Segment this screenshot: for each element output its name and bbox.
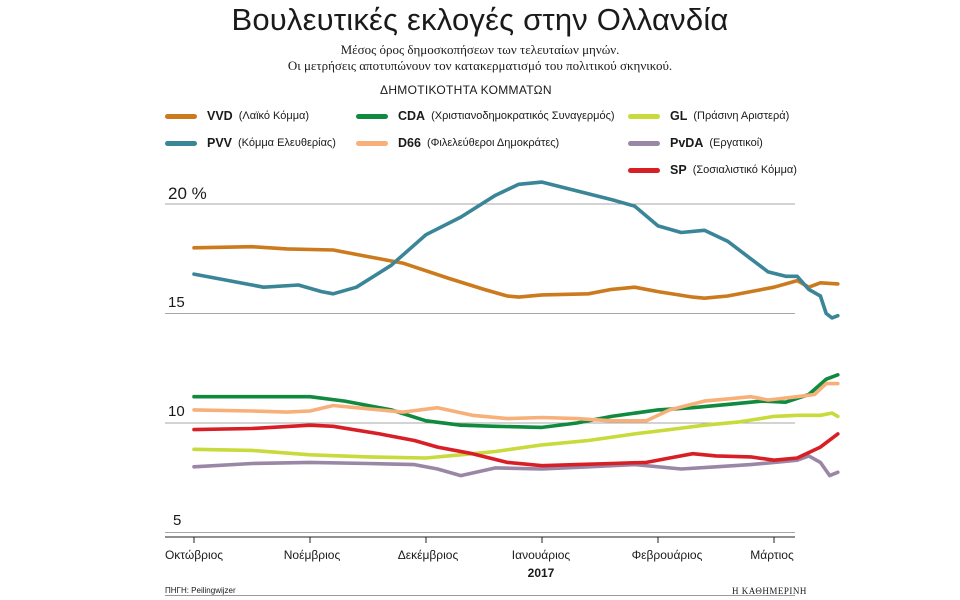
legend-abbr: CDA bbox=[398, 109, 426, 123]
x-tick-label-november: Νοέμβριος bbox=[283, 548, 341, 562]
legend-item-vvd: VVD (Λαϊκό Κόμμα) bbox=[165, 107, 309, 125]
legend-item-cda: CDA (Χριστιανοδημοκρατικός Συναγερμός) bbox=[356, 107, 615, 125]
legend-name: (Σοσιαλιστικό Κόμμα) bbox=[692, 164, 797, 176]
legend-item-gl: GL (Πράσινη Αριστερά) bbox=[628, 107, 789, 125]
legend-name: (Εργατικοί) bbox=[709, 137, 763, 149]
legend-swatch-pvda bbox=[628, 140, 660, 146]
series-line-gl bbox=[192, 411, 840, 460]
chart-title: Βουλευτικές εκλογές στην Ολλανδία bbox=[231, 2, 729, 37]
series-line-cda bbox=[192, 373, 840, 430]
legend-abbr: VVD bbox=[207, 109, 233, 123]
legend-item-sp: SP (Σοσιαλιστικό Κόμμα) bbox=[628, 161, 797, 179]
legend-abbr: PvDA bbox=[670, 136, 704, 150]
series-line-pvv bbox=[192, 180, 840, 320]
legend-abbr: SP bbox=[670, 163, 687, 177]
series-line-sp bbox=[192, 423, 840, 468]
legend-item-pvda: PvDA (Εργατικοί) bbox=[628, 134, 763, 152]
legend-name: (Χριστιανοδημοκρατικός Συναγερμός) bbox=[431, 110, 615, 122]
legend-name: (Κόμμα Ελευθερίας) bbox=[238, 137, 336, 149]
source-note: ΠΗΓΗ: Peilingwijzer bbox=[165, 586, 236, 595]
x-tick-label-december: Δεκέμβριος bbox=[397, 548, 459, 562]
legend-swatch-pvv bbox=[165, 140, 197, 146]
legend-name: (Φιλελεύθεροι Δημοκράτες) bbox=[426, 137, 560, 149]
series-line-pvda bbox=[192, 454, 840, 478]
legend-item-pvv: PVV (Κόμμα Ελευθερίας) bbox=[165, 134, 336, 152]
legend-swatch-vvd bbox=[165, 113, 197, 119]
legend-swatch-sp bbox=[628, 167, 660, 173]
legend-swatch-d66 bbox=[356, 140, 388, 146]
y-tick-label-5: 5 bbox=[173, 512, 182, 529]
publisher-logo: Η ΚΑΘΗΜΕΡΙΝΗ bbox=[732, 586, 807, 596]
x-tick-label-march: Μάρτιος bbox=[750, 548, 794, 562]
y-tick-label-15: 15 bbox=[168, 294, 185, 311]
section-label: ΔΗΜΟΤΙΚΟΤΗΤΑ ΚΟΜΜΑΤΩΝ bbox=[380, 83, 552, 97]
x-tick-label-february: Φεβρουάριος bbox=[631, 548, 703, 562]
series-line-d66 bbox=[192, 381, 840, 423]
legend-name: (Πράσινη Αριστερά) bbox=[693, 110, 790, 122]
legend-swatch-cda bbox=[356, 113, 388, 119]
y-tick-label-10: 10 bbox=[168, 403, 185, 420]
x-tick-label-january: Ιανουάριος bbox=[511, 548, 571, 562]
legend-swatch-gl bbox=[628, 113, 660, 119]
y-tick-label-20: 20 % bbox=[168, 184, 207, 203]
legend-name: (Λαϊκό Κόμμα) bbox=[238, 110, 310, 122]
legend-abbr: GL bbox=[670, 109, 688, 123]
legend-item-d66: D66 (Φιλελεύθεροι Δημοκράτες) bbox=[356, 134, 559, 152]
x-tick-label-october: Οκτώβριος bbox=[164, 548, 224, 562]
legend-abbr: D66 bbox=[398, 136, 421, 150]
footer-divider bbox=[165, 595, 795, 596]
chart-subtitle-line-2: Οι μετρήσεις αποτυπώνουν τον κατακερματι… bbox=[287, 58, 673, 73]
series-line-vvd bbox=[192, 244, 840, 300]
legend-abbr: PVV bbox=[207, 136, 233, 150]
chart-subtitle-line-1: Μέσος όρος δημοσκοπήσεων των τελευταίων … bbox=[340, 42, 620, 57]
x-axis-year-label: 2017 bbox=[527, 566, 555, 580]
